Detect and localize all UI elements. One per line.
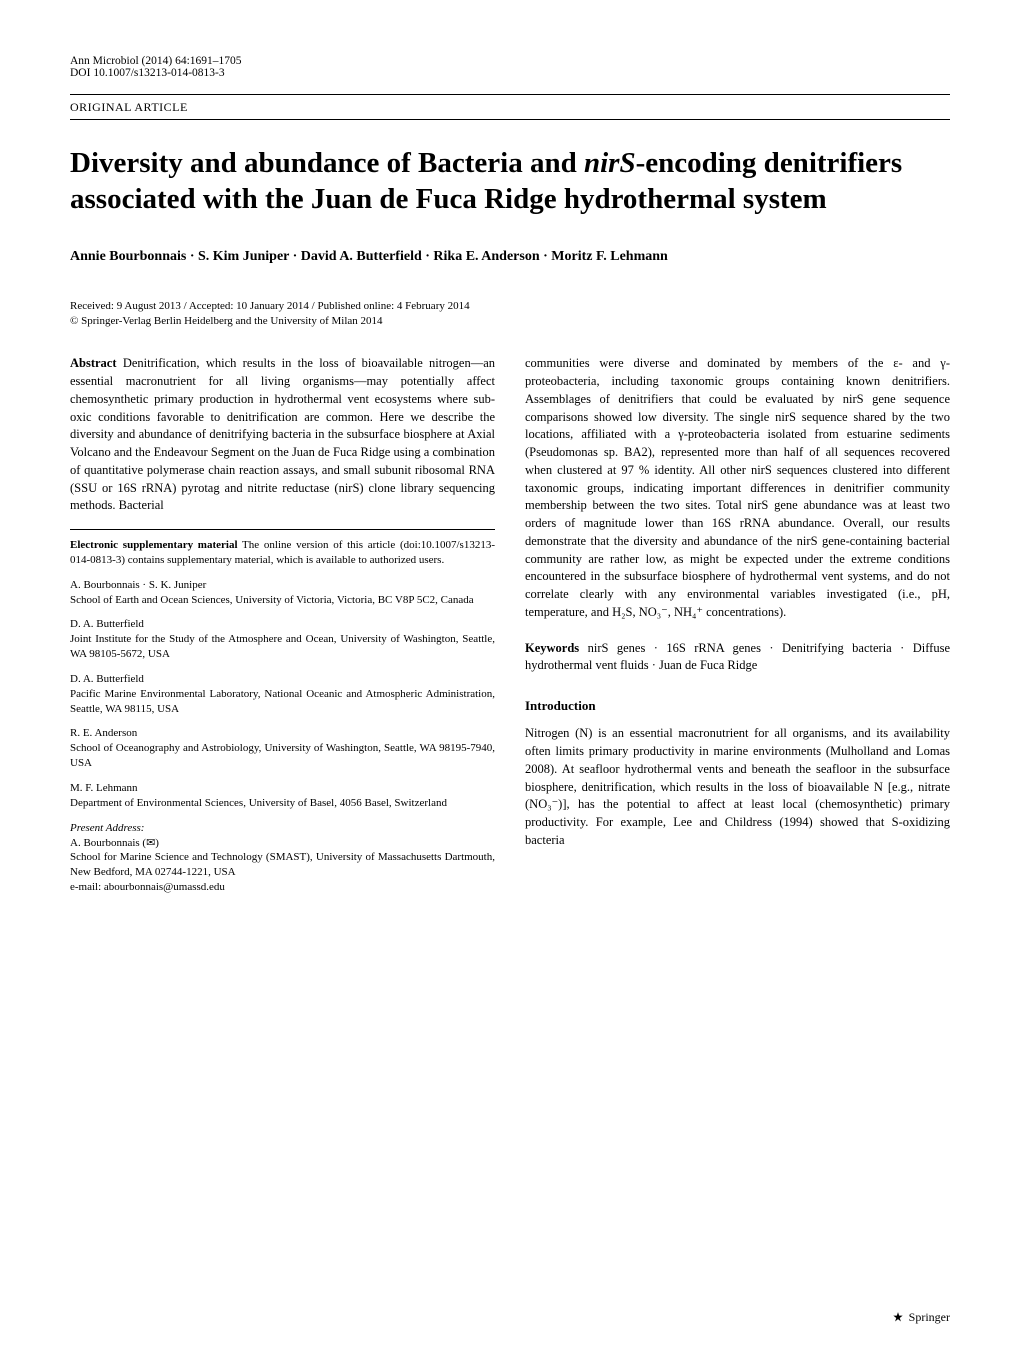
article-type: ORIGINAL ARTICLE (70, 100, 188, 114)
keywords-text: nirS genes · 16S rRNA genes · Denitrifyi… (525, 641, 950, 673)
affil-inst-3: Pacific Marine Environmental Laboratory,… (70, 687, 495, 717)
affil-inst-5: Department of Environmental Sciences, Un… (70, 796, 495, 811)
two-column-layout: Abstract Denitrification, which results … (70, 355, 950, 895)
affil-names-2: D. A. Butterfield (70, 617, 495, 632)
left-column: Abstract Denitrification, which results … (70, 355, 495, 895)
keywords-label: Keywords (525, 641, 579, 655)
intro-text: Nitrogen (N) is an essential macronutrie… (525, 725, 950, 849)
affil-names-1: A. Bourbonnais · S. K. Juniper (70, 578, 495, 593)
suppl-label: Electronic supplementary material (70, 539, 238, 551)
supplementary-material: Electronic supplementary material The on… (70, 538, 495, 568)
article-title: Diversity and abundance of Bacteria and … (70, 145, 950, 218)
publisher-name: Springer (909, 1310, 950, 1325)
dates-line1: Received: 9 August 2013 / Accepted: 10 J… (70, 299, 950, 314)
present-address-label: Present Address: (70, 821, 495, 836)
dates-block: Received: 9 August 2013 / Accepted: 10 J… (70, 299, 950, 330)
intro-heading: Introduction (525, 697, 950, 715)
affil-names-4: R. E. Anderson (70, 726, 495, 741)
affil-inst-2: Joint Institute for the Study of the Atm… (70, 632, 495, 662)
present-address-inst: School for Marine Science and Technology… (70, 850, 495, 880)
springer-icon (891, 1311, 905, 1325)
publisher-footer: Springer (891, 1310, 950, 1325)
keywords-block: Keywords nirS genes · 16S rRNA genes · D… (525, 640, 950, 676)
present-address-name: A. Bourbonnais (✉) (70, 836, 495, 851)
title-pre: Diversity and abundance of Bacteria and (70, 147, 584, 179)
abstract-label: Abstract (70, 356, 117, 370)
author-list: Annie Bourbonnais · S. Kim Juniper · Dav… (70, 246, 950, 267)
affiliation-2: D. A. Butterfield Joint Institute for th… (70, 617, 495, 662)
journal-ref: Ann Microbiol (2014) 64:1691–1705 DOI 10… (70, 55, 242, 79)
present-address-email: e-mail: abourbonnais@umassd.edu (70, 880, 495, 895)
present-address: Present Address: A. Bourbonnais (✉) Scho… (70, 821, 495, 895)
article-type-bar: ORIGINAL ARTICLE (70, 94, 950, 120)
journal-citation: Ann Microbiol (2014) 64:1691–1705 (70, 55, 242, 67)
dates-line2: © Springer-Verlag Berlin Heidelberg and … (70, 314, 950, 329)
affiliation-5: M. F. Lehmann Department of Environmenta… (70, 781, 495, 811)
abstract-left-text: Denitrification, which results in the lo… (70, 356, 495, 512)
section-divider (70, 529, 495, 530)
doi: DOI 10.1007/s13213-014-0813-3 (70, 67, 242, 79)
affiliation-3: D. A. Butterfield Pacific Marine Environ… (70, 672, 495, 717)
right-column: communities were diverse and dominated b… (525, 355, 950, 895)
affiliation-4: R. E. Anderson School of Oceanography an… (70, 726, 495, 771)
title-italic: nirS (584, 147, 636, 179)
abstract-right: communities were diverse and dominated b… (525, 355, 950, 621)
affil-inst-4: School of Oceanography and Astrobiology,… (70, 741, 495, 771)
affiliation-1: A. Bourbonnais · S. K. Juniper School of… (70, 578, 495, 608)
affil-names-3: D. A. Butterfield (70, 672, 495, 687)
affil-names-5: M. F. Lehmann (70, 781, 495, 796)
header-row: Ann Microbiol (2014) 64:1691–1705 DOI 10… (70, 55, 950, 79)
abstract-left: Abstract Denitrification, which results … (70, 355, 495, 515)
affil-inst-1: School of Earth and Ocean Sciences, Univ… (70, 593, 495, 608)
